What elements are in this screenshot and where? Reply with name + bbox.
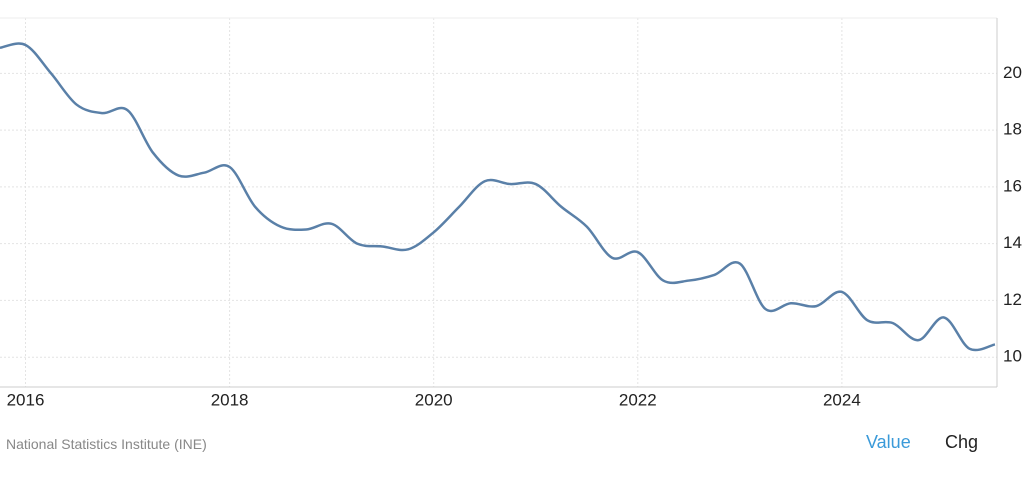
y-tick-label: 14 (1003, 233, 1022, 252)
x-tick-label: 2024 (823, 390, 861, 409)
x-tick-label: 2020 (415, 390, 453, 409)
x-tick-label: 2022 (619, 390, 657, 409)
chg-tab[interactable]: Chg (945, 432, 979, 452)
y-tick-label: 10 (1003, 347, 1022, 366)
x-tick-label: 2016 (7, 390, 45, 409)
x-tick-label: 2018 (211, 390, 249, 409)
y-tick-label: 16 (1003, 176, 1022, 195)
y-tick-label: 18 (1003, 120, 1022, 139)
y-tick-label: 12 (1003, 290, 1022, 309)
chart: 10 12 14 16 18 20 2016 2018 2020 2022 2024 (0, 17, 1022, 409)
source: National Statistics Institute (INE) (6, 436, 207, 452)
y-tick-label: 20 (1003, 63, 1022, 82)
line-series (0, 42, 996, 352)
value-tab[interactable]: Value (866, 432, 911, 452)
